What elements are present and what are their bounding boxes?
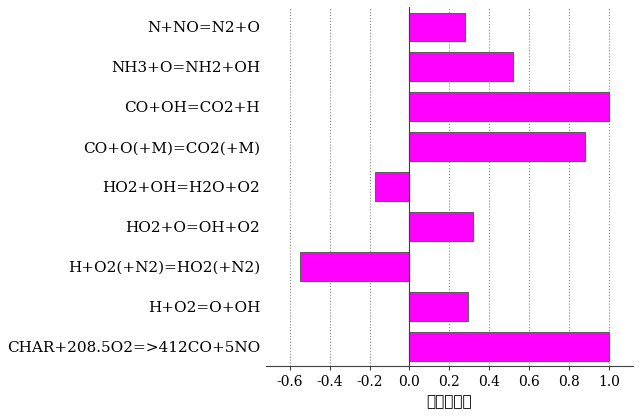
Bar xyxy=(410,52,513,81)
Bar xyxy=(410,212,474,241)
Bar xyxy=(300,252,410,281)
X-axis label: 敏感性系数: 敏感性系数 xyxy=(427,395,472,409)
Bar xyxy=(410,92,609,121)
Bar xyxy=(374,172,410,201)
Bar xyxy=(410,132,585,161)
Bar xyxy=(410,332,609,361)
Bar xyxy=(410,292,468,321)
Bar xyxy=(410,12,465,41)
